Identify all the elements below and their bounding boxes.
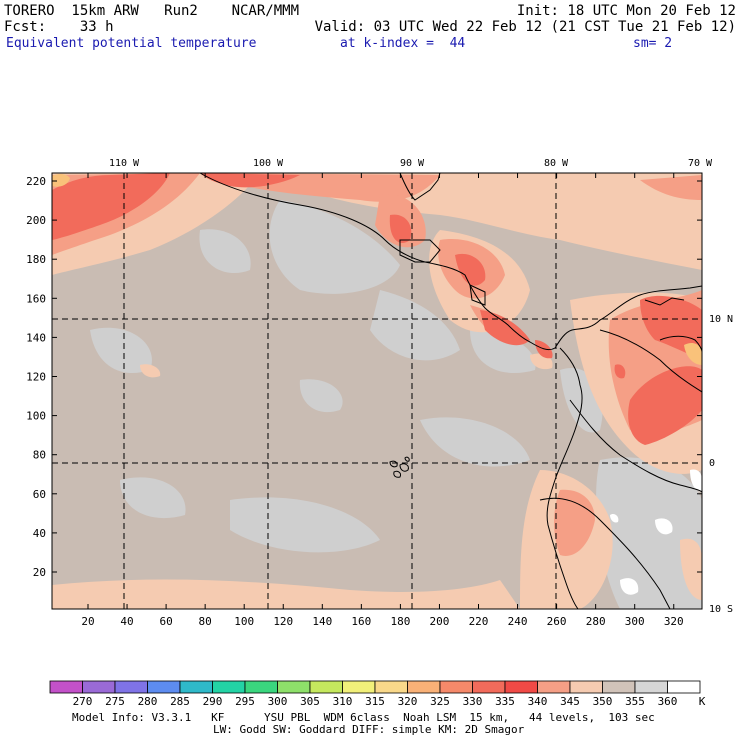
colorbar xyxy=(49,680,701,694)
colorbar-swatch xyxy=(374,680,408,694)
level-label: at k-index = 44 xyxy=(340,36,466,51)
cold-patches xyxy=(610,469,702,595)
valid-time: Valid: 03 UTC Wed 22 Feb 12 (21 CST Tue … xyxy=(314,19,736,35)
y-tick-labels: 220 200 180 160 140 120 100 80 60 40 20 xyxy=(26,175,46,579)
x-tick-label: 140 xyxy=(312,615,332,628)
x-tick-labels: 20 40 60 80 100 120 140 160 180 200 220 240 260 280 30… xyxy=(81,615,683,628)
x-tick-label: 100 xyxy=(234,615,254,628)
colorbar-swatch xyxy=(602,680,636,694)
colorbar-swatch xyxy=(179,680,213,694)
field-name: Equivalent potential temperature xyxy=(6,36,257,51)
x-tick-label: 220 xyxy=(469,615,489,628)
colorbar-swatch xyxy=(667,680,701,694)
longitude-label: 90 W xyxy=(400,158,425,169)
model-info: Model Info: V3.3.1 KF YSU PBL WDM 6class… xyxy=(72,711,655,724)
latitude-label: 10 S xyxy=(709,604,733,615)
colorbar-tick-label: 335 xyxy=(495,695,515,708)
colorbar-swatch xyxy=(472,680,506,694)
colorbar-swatch xyxy=(49,680,83,694)
colorbar-tick-label: 285 xyxy=(170,695,190,708)
colorbar-tick-label: 315 xyxy=(365,695,385,708)
graticule xyxy=(52,173,702,609)
colorbar-tick-label: 345 xyxy=(560,695,580,708)
smoothing-label: sm= 2 xyxy=(633,36,673,51)
cool-patches xyxy=(90,200,702,609)
y-tick-label: 140 xyxy=(26,331,46,344)
colorbar-swatch xyxy=(634,680,668,694)
y-tick-label: 60 xyxy=(33,488,46,501)
colorbar-tick-label: 360 xyxy=(658,695,678,708)
colorbar-swatch xyxy=(114,680,148,694)
colorbar-tick-label: 355 xyxy=(625,695,645,708)
x-tick-label: 260 xyxy=(547,615,567,628)
colorbar-tick-label: 350 xyxy=(593,695,613,708)
colorbar-swatch xyxy=(244,680,278,694)
coastlines xyxy=(199,172,703,610)
colorbar-tick-label: 340 xyxy=(528,695,548,708)
longitude-label: 80 W xyxy=(544,158,569,169)
colorbar-swatch xyxy=(407,680,441,694)
init-time: Init: 18 UTC Mon 20 Feb 12 xyxy=(516,3,736,19)
map-frame xyxy=(51,172,703,610)
hot-spot-regions xyxy=(52,173,702,365)
colorbar-swatch xyxy=(309,680,343,694)
longitude-label: 100 W xyxy=(253,158,284,169)
colorbar-tick-label: 310 xyxy=(333,695,353,708)
colorbar-swatch xyxy=(212,680,246,694)
map-fields xyxy=(52,173,702,609)
colorbar-swatch xyxy=(569,680,603,694)
colorbar-tick-label: 300 xyxy=(268,695,288,708)
colorbar-tick-label: 270 xyxy=(73,695,93,708)
x-tick-label: 200 xyxy=(430,615,450,628)
colorbar-tick-label: 280 xyxy=(138,695,158,708)
colorbar-swatch xyxy=(537,680,571,694)
colorbar-swatch xyxy=(82,680,116,694)
y-tick-label: 100 xyxy=(26,410,46,423)
physics-info: LW: Godd SW: Goddard DIFF: simple KM: 2D… xyxy=(213,723,525,736)
x-tick-label: 280 xyxy=(586,615,606,628)
longitude-label: 70 W xyxy=(688,158,713,169)
x-tick-label: 60 xyxy=(159,615,172,628)
run-title: TORERO 15km ARW Run2 NCAR/MMM xyxy=(4,3,300,19)
colorbar-tick-label: 275 xyxy=(105,695,125,708)
y-tick-label: 220 xyxy=(26,175,46,188)
x-tick-label: 300 xyxy=(625,615,645,628)
colorbar-tick-label: 290 xyxy=(203,695,223,708)
colorbar-swatch xyxy=(342,680,376,694)
axis-ticks xyxy=(52,173,702,609)
y-tick-label: 200 xyxy=(26,214,46,227)
colorbar-tick-label: 330 xyxy=(463,695,483,708)
colorbar-swatch xyxy=(147,680,181,694)
y-tick-label: 160 xyxy=(26,292,46,305)
y-tick-label: 120 xyxy=(26,371,46,384)
longitude-label: 110 W xyxy=(109,158,140,169)
x-tick-label: 180 xyxy=(390,615,410,628)
colorbar-tick-label: 305 xyxy=(300,695,320,708)
colorbar-tick-label: 325 xyxy=(430,695,450,708)
y-tick-label: 180 xyxy=(26,253,46,266)
forecast-hour: Fcst: 33 h xyxy=(4,19,114,35)
y-tick-label: 20 xyxy=(33,566,46,579)
x-tick-label: 40 xyxy=(120,615,133,628)
latitude-label: 10 N xyxy=(709,314,733,325)
colorbar-unit: K xyxy=(699,695,706,708)
colorbar-tick-label: 320 xyxy=(398,695,418,708)
latitude-labels: 10 N 0 10 S xyxy=(709,314,733,615)
y-tick-label: 40 xyxy=(33,527,46,540)
colorbar-swatch xyxy=(504,680,538,694)
x-tick-label: 160 xyxy=(351,615,371,628)
y-tick-label: 80 xyxy=(33,449,46,462)
longitude-labels: 110 W 100 W 90 W 80 W 70 W xyxy=(109,158,713,169)
x-tick-label: 80 xyxy=(199,615,212,628)
x-tick-label: 240 xyxy=(508,615,528,628)
x-tick-label: 20 xyxy=(81,615,94,628)
latitude-label: 0 xyxy=(709,458,715,469)
colorbar-labels: 270 275 280 285 290 295 300 305 310 315 320 325 330 3… xyxy=(73,695,706,708)
colorbar-tick-label: 295 xyxy=(235,695,255,708)
x-tick-label: 120 xyxy=(273,615,293,628)
colorbar-swatch xyxy=(277,680,311,694)
colorbar-swatch xyxy=(439,680,473,694)
x-tick-label: 320 xyxy=(664,615,684,628)
